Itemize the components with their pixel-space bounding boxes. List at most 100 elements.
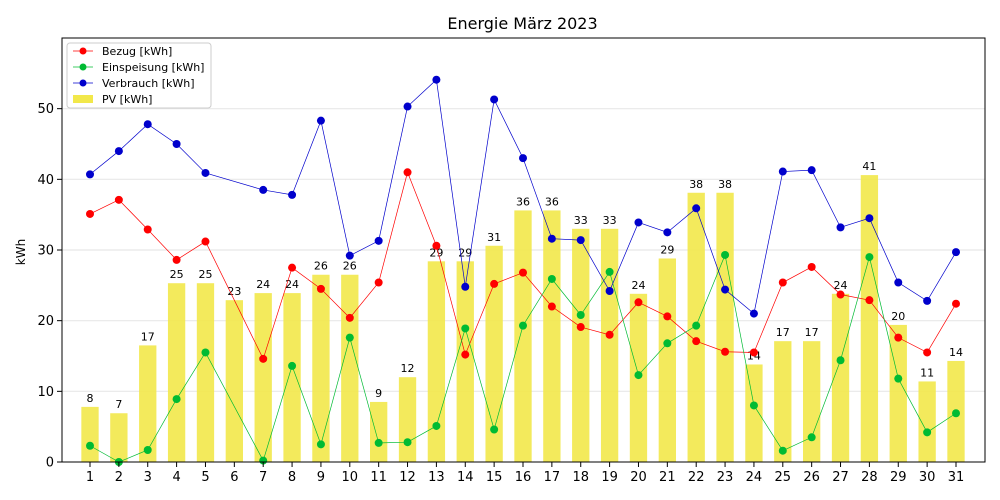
series-point — [345, 251, 354, 260]
series-point — [865, 214, 874, 223]
pv-bar — [312, 274, 330, 462]
series-point — [923, 428, 932, 437]
series-point — [778, 167, 787, 176]
pv-bar — [600, 228, 619, 462]
series-point — [923, 296, 932, 305]
series-point — [143, 225, 152, 234]
series-point — [374, 438, 383, 447]
y-axis-label: kWh — [14, 239, 28, 265]
y-tick-label: 20 — [37, 314, 54, 329]
pv-bar — [918, 381, 936, 462]
series-point — [172, 255, 181, 264]
series-point — [923, 348, 932, 357]
x-tick-label: 22 — [688, 470, 705, 485]
pv-bar — [658, 258, 676, 462]
pv-bar-label: 31 — [487, 231, 501, 244]
series-point — [259, 354, 268, 363]
pv-bar — [831, 293, 850, 462]
series-point — [605, 286, 614, 295]
x-tick-label: 3 — [144, 470, 152, 485]
pv-bar — [774, 341, 792, 462]
pv-bar — [456, 261, 474, 462]
series-point — [288, 263, 297, 272]
pv-bar-label: 24 — [285, 278, 299, 291]
x-tick-label: 19 — [601, 470, 618, 485]
series-line — [89, 253, 957, 463]
series-point — [490, 425, 499, 434]
series-point — [952, 299, 960, 308]
series-point — [316, 440, 325, 449]
series-point — [86, 441, 94, 450]
pv-bar-label: 25 — [198, 268, 212, 281]
pv-bar — [860, 175, 879, 463]
pv-bar-label: 36 — [516, 195, 530, 208]
pv-bar-label: 29 — [458, 246, 472, 259]
chart-legend: Bezug [kWh] Einspeisung [kWh] Verbrauch [k… — [66, 42, 212, 109]
series-point — [807, 262, 816, 271]
series-point — [692, 321, 701, 330]
pv-bar-label: 24 — [834, 279, 848, 292]
series-point — [374, 278, 383, 287]
x-tick-label: 10 — [342, 470, 359, 485]
series-point — [519, 268, 527, 277]
pv-bar-label: 17 — [141, 330, 155, 343]
legend-patch — [73, 95, 93, 103]
legend-marker — [79, 63, 87, 71]
x-tick-label: 18 — [572, 470, 589, 485]
pv-bar-label: 29 — [429, 246, 443, 259]
x-tick-label: 28 — [861, 470, 878, 485]
pv-bar-label: 36 — [545, 195, 559, 208]
legend-label: Bezug [kWh] — [102, 45, 172, 58]
series-point — [634, 218, 643, 227]
series-point — [345, 333, 354, 342]
series-point — [807, 166, 816, 175]
series-point — [201, 168, 210, 177]
y-tick-label: 30 — [37, 244, 54, 259]
series-point — [894, 333, 903, 342]
series-point — [432, 421, 441, 430]
series-point — [721, 285, 730, 294]
series-point — [86, 209, 94, 218]
x-tick-label: 25 — [775, 470, 792, 485]
x-tick-label: 8 — [288, 470, 296, 485]
series-point — [836, 290, 845, 299]
pv-bar — [283, 293, 301, 462]
series-point — [259, 185, 268, 194]
series-point — [692, 204, 701, 213]
series-point — [461, 282, 470, 291]
series-point — [403, 102, 412, 111]
series-point — [721, 347, 730, 356]
x-tick-label: 9 — [317, 470, 325, 485]
x-tick-label: 27 — [832, 470, 849, 485]
series-point — [952, 409, 960, 418]
x-tick-label: 21 — [659, 470, 676, 485]
x-tick-label: 30 — [919, 470, 936, 485]
series-point — [663, 228, 672, 237]
series-point — [634, 371, 643, 380]
series-point — [519, 321, 527, 330]
legend-marker — [79, 79, 87, 87]
pv-bar — [254, 293, 272, 462]
series-point — [865, 296, 874, 305]
legend-box — [66, 42, 212, 109]
series-point — [952, 248, 960, 257]
x-tick-label: 2 — [115, 470, 123, 485]
pv-bar — [341, 274, 359, 462]
pv-bar-label: 14 — [949, 346, 963, 359]
series-point — [374, 236, 383, 245]
x-tick-label: 14 — [457, 470, 474, 485]
series-point — [547, 302, 556, 311]
series-point — [114, 195, 123, 204]
series-point — [547, 234, 556, 243]
pv-bar-label: 38 — [718, 178, 732, 191]
pv-bar-labels: 8 7 17 25 25 23 24 24 26 26 9 12 29 29 31 36 36 33 33 24 29 3… — [87, 160, 964, 411]
y-tick-label: 10 — [37, 385, 54, 400]
series-point — [461, 350, 470, 359]
pv-bar-label: 7 — [115, 398, 122, 411]
series-point — [663, 339, 672, 348]
series-point — [807, 433, 816, 442]
pv-bar-label: 33 — [603, 214, 617, 227]
y-tick-label: 50 — [37, 102, 54, 117]
line-series — [86, 75, 960, 466]
